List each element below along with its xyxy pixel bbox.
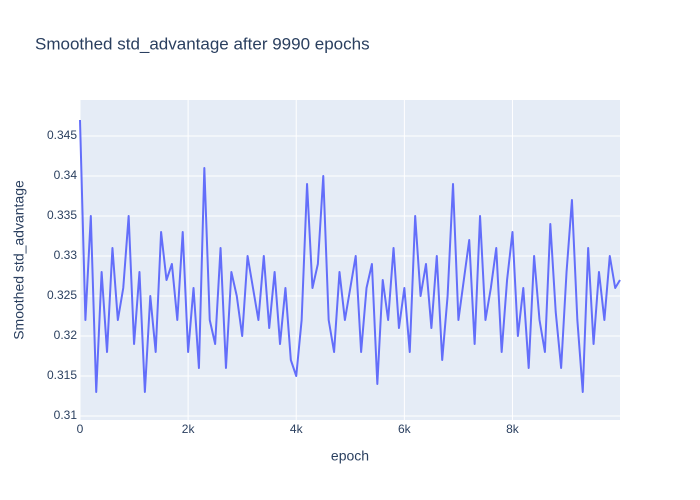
x-tick-label: 6k: [398, 422, 412, 436]
chart-title: Smoothed std_advantage after 9990 epochs: [35, 34, 370, 53]
x-tick-label: 4k: [290, 422, 304, 436]
y-axis-title: Smoothed std_advantage: [11, 180, 27, 340]
y-tick-label: 0.34: [54, 168, 78, 182]
y-tick-label: 0.325: [47, 288, 77, 302]
y-tick-label: 0.33: [54, 248, 78, 262]
data-line: [79, 119, 621, 393]
y-tick-label: 0.315: [47, 368, 77, 382]
plot-area: [80, 100, 620, 420]
x-tick-label: 2k: [182, 422, 196, 436]
x-tick-label: 8k: [506, 422, 520, 436]
x-tick-label: 0: [77, 422, 84, 436]
y-tick-label: 0.335: [47, 208, 77, 222]
y-tick-label: 0.32: [54, 328, 78, 342]
y-tick-label: 0.345: [47, 128, 77, 142]
y-tick-label: 0.31: [54, 408, 78, 422]
x-axis-title: epoch: [331, 448, 369, 464]
